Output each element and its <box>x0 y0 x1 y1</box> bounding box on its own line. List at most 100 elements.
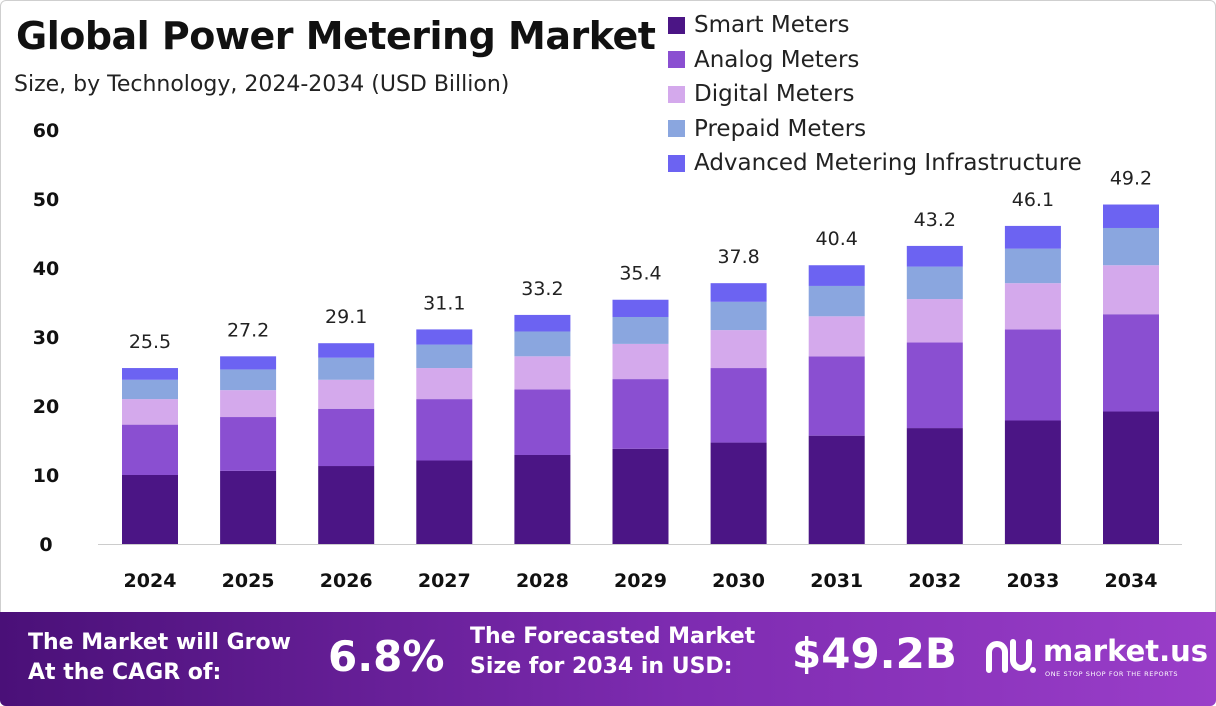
bar-segment <box>612 299 669 317</box>
forecast-value: $49.2B <box>792 629 957 678</box>
data-label: 29.1 <box>325 306 367 328</box>
bar-segment <box>220 356 277 370</box>
data-label: 43.2 <box>914 209 956 231</box>
bar-segment <box>416 368 473 400</box>
forecast-label: The Forecasted Market Size for 2034 in U… <box>470 622 755 682</box>
bar-segment <box>1004 283 1061 330</box>
data-label: 33.2 <box>521 278 563 300</box>
bar-segment <box>122 424 178 475</box>
x-tick-label: 2030 <box>712 570 765 592</box>
y-tick-label: 20 <box>33 396 59 418</box>
x-tick-label: 2025 <box>222 570 275 592</box>
x-tick-label: 2027 <box>418 570 471 592</box>
bar-segment <box>122 379 178 400</box>
footer-banner: The Market will Grow At the CAGR of: 6.8… <box>0 612 1216 706</box>
legend-item: Smart Meters <box>668 8 1082 43</box>
legend-label: Prepaid Meters <box>694 115 867 142</box>
bar-segment <box>122 368 178 380</box>
legend-swatch <box>668 120 685 138</box>
bar-segment <box>514 356 571 390</box>
bar-segment <box>416 344 473 369</box>
bar-segment <box>220 369 277 391</box>
data-label: 35.4 <box>619 263 661 285</box>
x-tick-label: 2029 <box>614 570 667 592</box>
bar-segment <box>1004 420 1061 544</box>
bar-segment <box>808 285 865 317</box>
bar-segment <box>1004 329 1061 421</box>
y-tick-label: 60 <box>33 120 59 142</box>
bar-segment <box>906 299 963 343</box>
bar-segment <box>514 314 571 332</box>
bar-segment <box>906 342 963 429</box>
brand-tagline: ONE STOP SHOP FOR THE REPORTS <box>1045 670 1179 678</box>
legend-label: Analog Meters <box>694 46 860 73</box>
x-tick-label: 2033 <box>1006 570 1059 592</box>
bar-segment <box>416 460 473 544</box>
bar-segment <box>710 368 767 443</box>
bar-segment <box>808 316 865 357</box>
legend-swatch <box>668 16 685 34</box>
legend: Smart Meters Analog Meters Digital Meters P… <box>668 8 1082 181</box>
bar-segment <box>710 301 767 331</box>
legend-swatch <box>668 51 685 69</box>
y-tick-label: 50 <box>33 189 59 211</box>
legend-item: Advanced Metering Infrastructure <box>668 146 1082 181</box>
bar-segment <box>1103 204 1159 228</box>
legend-swatch <box>668 85 685 103</box>
bar-segment <box>318 408 375 467</box>
bar-segment <box>1004 248 1061 284</box>
x-tick-label: 2024 <box>124 570 177 592</box>
data-label: 40.4 <box>816 228 858 250</box>
bar-segment <box>318 379 375 409</box>
bar-segment <box>906 266 963 300</box>
bar-segment <box>710 442 767 544</box>
stacked-bar-chart: 010203040506025.5202427.2202529.1202631.… <box>33 120 1182 592</box>
legend-item: Analog Meters <box>668 43 1082 78</box>
bar-segment <box>612 343 669 380</box>
x-tick-label: 2028 <box>516 570 569 592</box>
bar-segment <box>612 379 669 449</box>
legend-label: Advanced Metering Infrastructure <box>694 150 1082 177</box>
chart-title: Global Power Metering Market <box>16 14 656 58</box>
legend-label: Smart Meters <box>694 12 850 39</box>
legend-item: Prepaid Meters <box>668 112 1082 147</box>
bar-segment <box>220 470 277 544</box>
bar-segment <box>906 245 963 267</box>
bar-segment <box>1103 411 1159 544</box>
bar-segment <box>318 357 375 380</box>
brand-name: market.us <box>1043 634 1209 668</box>
bar-segment <box>612 448 669 544</box>
cagr-value: 6.8% <box>328 632 445 681</box>
data-label: 31.1 <box>423 292 465 314</box>
market-us-logo-icon <box>986 639 1036 673</box>
bar-segment <box>906 428 963 544</box>
chart-subtitle: Size, by Technology, 2024-2034 (USD Bill… <box>14 72 510 97</box>
data-label: 37.8 <box>717 246 759 268</box>
bar-segment <box>808 356 865 436</box>
bar-segment <box>122 399 178 425</box>
bar-segment <box>1103 265 1159 315</box>
cagr-label-line1: The Market will Grow <box>28 630 291 655</box>
data-label: 25.5 <box>129 331 171 353</box>
data-label: 27.2 <box>227 319 269 341</box>
bar-segment <box>514 331 571 357</box>
bar-segment <box>710 330 767 369</box>
bar-segment <box>710 283 767 302</box>
legend-item: Digital Meters <box>668 77 1082 112</box>
bar-segment <box>514 389 571 455</box>
bar-segment <box>220 390 277 418</box>
y-tick-label: 30 <box>33 327 59 349</box>
forecast-label-line2: Size for 2034 in USD: <box>470 654 733 679</box>
bar-segment <box>1103 227 1159 266</box>
bar-segment <box>1004 225 1061 249</box>
bar-segment <box>318 466 375 544</box>
y-tick-label: 0 <box>39 534 52 556</box>
bar-segment <box>318 343 375 358</box>
bar-segment <box>612 316 669 344</box>
forecast-label-line1: The Forecasted Market <box>470 624 756 649</box>
bar-segment <box>514 454 571 544</box>
bar-segment <box>220 417 277 471</box>
bar-segment <box>416 329 473 345</box>
legend-label: Digital Meters <box>694 81 855 108</box>
data-label: 46.1 <box>1012 189 1054 211</box>
